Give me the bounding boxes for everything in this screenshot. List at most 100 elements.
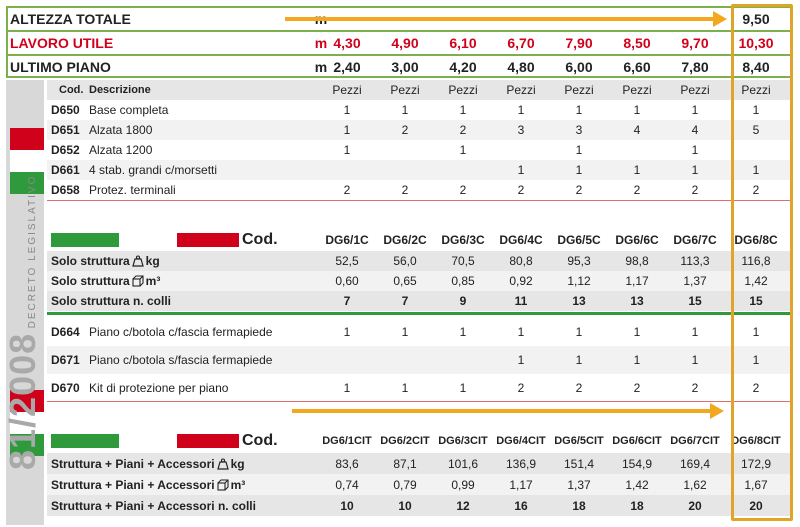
volume-icon: [217, 478, 229, 491]
section-divider: [47, 200, 792, 201]
value-cell: 2: [459, 183, 467, 197]
struct-label: Solo struttura kg: [51, 254, 160, 268]
green-bar: [51, 434, 119, 448]
value-cell: 1: [459, 143, 467, 157]
value-cell: 18: [572, 498, 586, 513]
header-divider: [6, 54, 792, 56]
struct-code: DG6/5C: [557, 233, 601, 247]
header-unit: m: [314, 59, 328, 75]
value-cell: 2: [517, 381, 525, 395]
full-code: DG6/7CIT: [670, 435, 720, 447]
header-value: 7,90: [565, 35, 593, 51]
arrowhead-icon: [713, 11, 727, 27]
floor-row: D664 Piano c/botola c/fascia fermapiede 1 1…: [47, 318, 792, 346]
full-code: DG6/2CIT: [380, 435, 430, 447]
struct-unit: m³: [145, 274, 161, 288]
value-cell: 1,37: [567, 477, 591, 492]
value-cell: 1: [633, 163, 641, 177]
value-cell: 1: [752, 103, 760, 117]
value-cell: 1: [343, 123, 351, 137]
struct-code: DG6/3C: [441, 233, 485, 247]
full-row: Struttura + Piani + Accessori n. colli 10…: [47, 495, 792, 516]
header-value: 4,80: [507, 59, 535, 75]
value-cell: 2: [343, 183, 351, 197]
value-cell: 7: [401, 294, 409, 308]
part-row: D652 Alzata 1200 1 1 1 1: [47, 140, 792, 160]
header-row: ULTIMO PIANO m 2,40 3,00 4,20 4,80 6,00 6,60 7,8…: [6, 55, 792, 79]
value-cell: 16: [514, 498, 528, 513]
parts-header-row: Cod. Descrizione Pezzi Pezzi Pezzi Pezzi Pezzi…: [47, 80, 792, 100]
decree-label: 81/2008 DECRETO LEGISLATIVO: [2, 175, 44, 470]
column-header-description: Descrizione: [89, 83, 151, 96]
floor-description: Piano c/botola s/fascia fermapiede: [89, 352, 273, 367]
full-code: DG6/6CIT: [612, 435, 662, 447]
decree-caption: DECRETO LEGISLATIVO: [27, 174, 38, 329]
value-cell: 56,0: [393, 254, 417, 268]
value-cell: 2: [752, 183, 760, 197]
value-cell: 10: [340, 498, 354, 513]
part-description: Protez. terminali: [89, 182, 176, 197]
column-header-unit: Pezzi: [741, 83, 771, 97]
value-cell: 13: [572, 294, 586, 308]
value-cell: 1,67: [744, 477, 768, 492]
value-cell: 169,4: [679, 456, 711, 471]
value-cell: 18: [630, 498, 644, 513]
value-cell: 1: [633, 325, 641, 339]
value-cell: 0,92: [509, 274, 533, 288]
part-code: D652: [51, 143, 80, 157]
value-cell: 1: [459, 381, 467, 395]
decree-number: 81/2008: [2, 332, 43, 470]
value-cell: 12: [456, 498, 470, 513]
value-cell: 9: [459, 294, 467, 308]
value-cell: 2: [401, 123, 409, 137]
header-value: 4,20: [449, 59, 477, 75]
column-header-unit: Pezzi: [506, 83, 536, 97]
full-code: DG6/5CIT: [554, 435, 604, 447]
arrow-icon: [292, 409, 712, 413]
struct-cod-label: Cod.: [242, 231, 278, 248]
part-description: Alzata 1200: [89, 142, 153, 157]
value-cell: 0,74: [335, 477, 359, 492]
floor-code: D671: [51, 353, 80, 367]
part-code: D651: [51, 123, 80, 137]
full-label-text: Struttura + Piani + Accessori: [51, 456, 215, 471]
value-cell: 1: [343, 325, 351, 339]
green-bar: [51, 233, 119, 247]
header-value: 8,50: [623, 35, 651, 51]
struct-label: Solo struttura n. colli: [51, 294, 171, 308]
struct-label-text: Solo struttura n. colli: [51, 294, 172, 308]
arrow-icon: [285, 17, 715, 21]
value-cell: 1: [343, 103, 351, 117]
floor-description: Piano c/botola c/fascia fermapiede: [89, 324, 273, 339]
column-header-unit: Pezzi: [390, 83, 420, 97]
value-cell: 0,79: [393, 477, 417, 492]
value-cell: 3: [517, 123, 525, 137]
column-header-unit: Pezzi: [332, 83, 362, 97]
italian-flag-icon: [10, 390, 44, 456]
struct-label-text: Solo struttura: [51, 274, 130, 288]
section-divider: [47, 312, 792, 315]
value-cell: 1: [752, 325, 760, 339]
full-label: Struttura + Piani + Accessori kg: [51, 457, 245, 471]
value-cell: 0,85: [451, 274, 475, 288]
value-cell: 1: [343, 143, 351, 157]
value-cell: 15: [749, 294, 763, 308]
header-value: 6,00: [565, 59, 593, 75]
full-label: Struttura + Piani + Accessori m³: [51, 478, 245, 492]
full-label-text: Struttura + Piani + Accessori: [51, 477, 215, 492]
header-divider: [6, 30, 792, 32]
header-value: 6,10: [449, 35, 477, 51]
header-value: 6,70: [507, 35, 535, 51]
struct-row: Solo struttura kg 52,5 56,0 70,5 80,8 95,3 98,8…: [47, 251, 792, 271]
part-description: Alzata 1800: [89, 122, 153, 137]
header-label: LAVORO UTILE: [10, 35, 114, 51]
column-header-unit: Pezzi: [448, 83, 478, 97]
part-code: D661: [51, 163, 80, 177]
value-cell: 1: [691, 143, 699, 157]
value-cell: 2: [517, 183, 525, 197]
value-cell: 116,8: [741, 254, 771, 268]
full-codes-row: Cod. DG6/1CIT DG6/2CIT DG6/3CIT DG6/4CIT DG6/…: [47, 430, 792, 452]
value-cell: 1,17: [625, 274, 649, 288]
value-cell: 1: [575, 163, 583, 177]
